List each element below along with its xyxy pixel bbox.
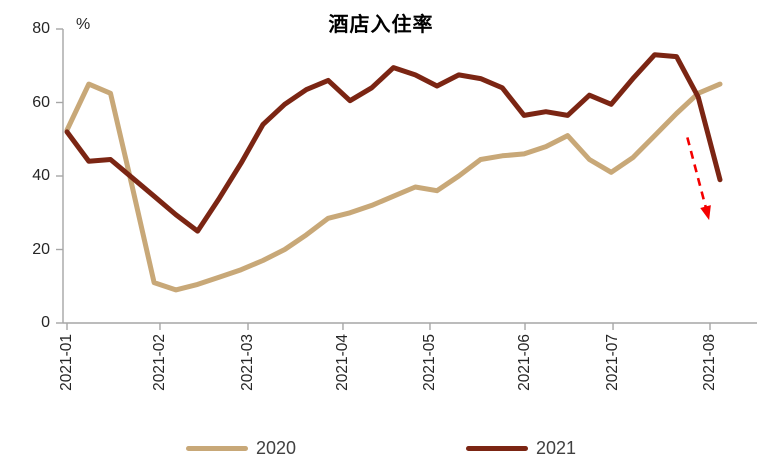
- series-line-2020: [64, 81, 723, 293]
- legend-item-2020: 2020: [185, 438, 296, 459]
- y-tick-label: 0: [41, 314, 50, 331]
- annotation-arrow-head: [700, 205, 711, 221]
- y-tick-label: 60: [32, 93, 50, 111]
- legend-item-2021: 2021: [466, 438, 576, 459]
- legend-label: 2020: [255, 438, 296, 458]
- legend-label: 2021: [536, 438, 577, 458]
- annotation-arrow-shaft: [686, 137, 708, 211]
- x-tick-label: 2021-07: [604, 334, 622, 391]
- y-tick-label: 40: [32, 167, 50, 184]
- legend-swatch-2020: [185, 446, 248, 451]
- y-tick-label: 80: [32, 20, 50, 37]
- chart-title: 酒店入住率: [328, 14, 434, 36]
- x-tick-label: 2021-01: [58, 334, 75, 391]
- legend: 2020 2021: [0, 438, 762, 459]
- y-axis-unit-label: %: [76, 16, 91, 33]
- x-tick-label: 2021-03: [239, 334, 256, 391]
- x-tick-label: 2021-02: [150, 334, 168, 391]
- series-line-2021: [64, 52, 723, 234]
- legend-swatch-2021: [466, 446, 528, 451]
- y-tick-label: 20: [32, 240, 50, 258]
- x-tick-label: 2021-06: [516, 334, 533, 391]
- x-tick-label: 2021-04: [333, 334, 351, 391]
- x-tick-label: 2021-08: [701, 334, 718, 391]
- x-tick-label: 2021-05: [420, 334, 438, 391]
